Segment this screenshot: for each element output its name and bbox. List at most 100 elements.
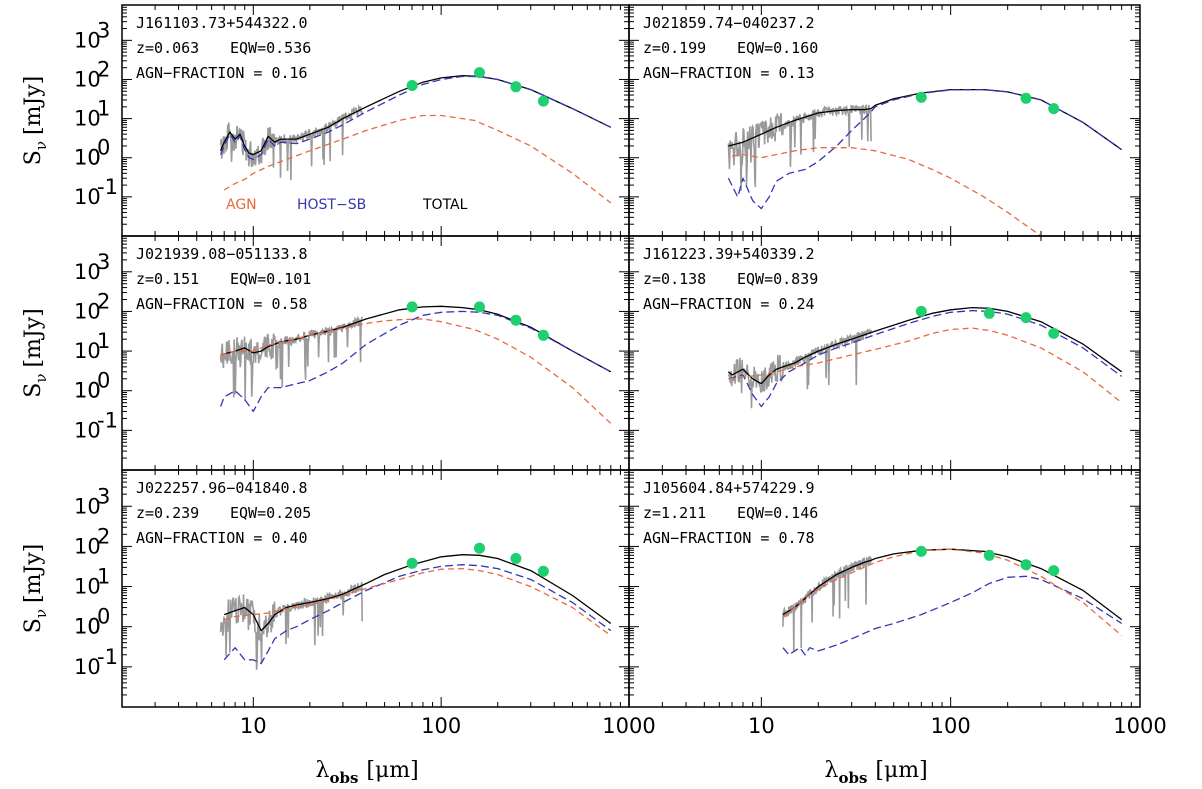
photometry-point: [537, 565, 549, 577]
y-tick-label: 10: [74, 379, 101, 403]
photometry-point: [915, 91, 927, 103]
photometry-point: [1020, 92, 1032, 104]
y-tick-label: 10: [74, 655, 101, 679]
eqw-label: EQW=0.839: [737, 270, 818, 288]
host-model-line: [728, 309, 1123, 408]
eqw-label: EQW=0.101: [230, 270, 311, 288]
photometry-point: [510, 81, 522, 93]
agn-model-line: [782, 548, 1123, 637]
photometry-point: [406, 557, 418, 569]
plot-area: [219, 542, 612, 670]
plot-area: [219, 301, 612, 424]
x-tick-label: 100: [421, 714, 461, 738]
y-tick-exponent: -1: [97, 408, 118, 432]
total-model-line: [220, 305, 612, 373]
photometry-point: [1020, 312, 1032, 324]
total-model-line: [223, 554, 612, 632]
photometry-point: [510, 314, 522, 326]
host-model-line: [782, 575, 1123, 656]
object-id: J022257.96−041840.8: [136, 479, 308, 497]
object-id: J021939.08−051133.8: [136, 245, 308, 263]
photometry-point: [406, 80, 418, 91]
object-id: J105604.84+574229.9: [643, 479, 815, 497]
y-tick-exponent: -1: [97, 175, 118, 199]
total-model-line: [782, 548, 1123, 621]
spectrum-line: [727, 328, 872, 409]
panel-1: 1010-1100101102103Sν[mJy]J161103.73+5443…: [21, 4, 630, 237]
agn-fraction-label: AGN−FRACTION = 0.58: [136, 295, 308, 313]
object-id: J161223.39+540339.2: [643, 245, 815, 263]
agn-model-line: [223, 114, 612, 204]
x-tick-label: 1000: [602, 714, 655, 738]
photometry-point: [1048, 327, 1060, 339]
photometry-point: [537, 329, 549, 341]
photometry-point: [1048, 565, 1060, 577]
x-axis-label: λobs [μm]: [825, 758, 928, 787]
y-tick-exponent: 3: [97, 18, 110, 42]
redshift-label: z=1.211: [643, 504, 706, 522]
photometry-point: [474, 542, 485, 554]
y-tick-label: 10: [74, 339, 101, 363]
plot-area: [219, 67, 612, 204]
y-tick-exponent: 2: [97, 524, 110, 548]
host-model-line: [219, 310, 612, 413]
photometry-point: [537, 95, 549, 107]
plot-area: [782, 545, 1123, 656]
redshift-label: z=0.199: [643, 39, 706, 57]
photometry-point: [1020, 559, 1032, 571]
photometry-point: [983, 549, 995, 561]
panel-4: J161223.39+540339.2 z=0.138 EQW=0.839 AGN−F…: [628, 235, 1141, 471]
photometry-point: [474, 301, 485, 313]
legend-total: TOTAL: [422, 197, 468, 213]
spectrum-line: [727, 104, 872, 192]
y-tick-label: 10: [74, 575, 101, 599]
eqw-label: EQW=0.146: [737, 504, 818, 522]
redshift-label: z=0.063: [136, 39, 199, 57]
plot-area: [727, 305, 1123, 409]
agn-model-line: [220, 318, 612, 424]
y-tick-label: 10: [74, 107, 101, 131]
y-tick-exponent: 1: [97, 565, 110, 589]
y-tick-exponent: 2: [97, 289, 110, 313]
y-tick-label: 10: [74, 534, 101, 558]
panel-3: 1010-1100101102103Sν[mJy]J021939.08−0511…: [21, 235, 630, 471]
agn-fraction-label: AGN−FRACTION = 0.16: [136, 64, 308, 82]
redshift-label: z=0.151: [136, 270, 199, 288]
y-tick-label: 10: [74, 615, 101, 639]
object-id: J161103.73+544322.0: [136, 14, 308, 32]
host-model-line: [727, 88, 1123, 210]
x-tick-label: 10: [240, 714, 267, 738]
y-tick-label: 10: [74, 299, 101, 323]
eqw-label: EQW=0.205: [230, 504, 311, 522]
y-tick-exponent: 3: [97, 250, 110, 274]
object-id: J021859.74−040237.2: [643, 14, 815, 32]
y-tick-label: 10: [74, 146, 101, 170]
photometry-point: [983, 307, 995, 319]
spectrum-line: [782, 556, 872, 653]
y-tick-exponent: 0: [97, 369, 110, 393]
agn-model-line: [728, 327, 1123, 404]
photometry-point: [510, 553, 522, 564]
spectrum-line: [219, 581, 363, 670]
y-axis-label: Sν[mJy]: [21, 308, 50, 397]
y-tick-label: 10: [74, 418, 101, 442]
agn-model-line: [224, 567, 612, 637]
agn-fraction-label: AGN−FRACTION = 0.40: [136, 529, 308, 547]
panel-6: J105604.84+574229.9 z=1.211 EQW=0.146 AGN−F…: [628, 469, 1167, 787]
panel-5: 1010-1100101102103Sν[mJy]J022257.96−0418…: [21, 469, 656, 787]
y-tick-exponent: -1: [97, 645, 118, 669]
y-tick-exponent: 1: [97, 329, 110, 353]
photometry-point: [474, 67, 485, 79]
legend-agn: AGN: [226, 197, 257, 213]
host-model-line: [220, 75, 612, 161]
y-tick-label: 10: [74, 28, 101, 52]
y-tick-exponent: 1: [97, 97, 110, 121]
legend-host-sb: HOST−SB: [297, 197, 366, 213]
y-tick-label: 10: [74, 146, 101, 170]
total-model-line: [727, 306, 1123, 385]
redshift-label: z=0.138: [643, 270, 706, 288]
total-model-line: [728, 88, 1123, 151]
y-tick-exponent: 2: [97, 57, 110, 81]
y-tick-label: 10: [74, 615, 101, 639]
